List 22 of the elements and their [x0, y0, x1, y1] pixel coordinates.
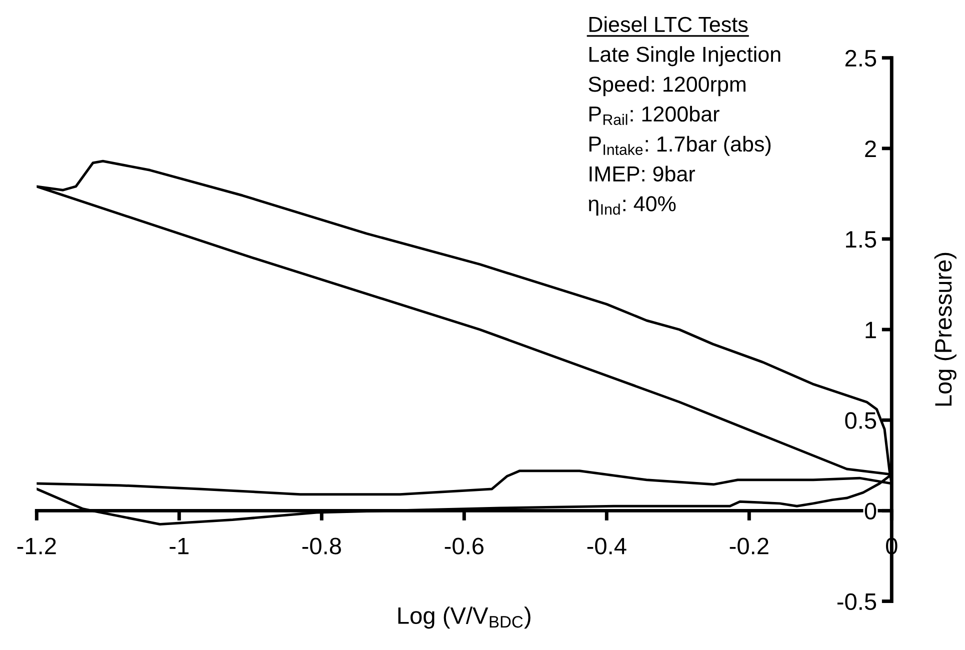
annotation: η$_{Ind}$: 40%: [588, 196, 676, 216]
y-tick-label: 0.5: [845, 412, 876, 429]
y-tick-label: 0: [864, 502, 876, 520]
y-tick-label: 2: [865, 140, 876, 157]
annotation: IMEP: 9bar: [590, 166, 696, 182]
annotation: P$_{Rail}$: 1200bar: [589, 106, 720, 125]
x-tick-label: -0.2: [730, 538, 768, 554]
x-tick-label: -1: [170, 538, 189, 554]
annotation: P$_{Intake}$: 1.7bar (abs): [589, 136, 771, 156]
annotation: Speed: 1200rpm: [588, 76, 746, 96]
y-tick-label: 2.5: [845, 50, 876, 67]
text: Diesel LTC Tests: [589, 16, 748, 32]
x-tick-label: -0.6: [444, 538, 484, 554]
y-tick-label: 1.5: [846, 231, 876, 248]
y-tick-label: -0.5: [837, 593, 876, 610]
x-tick-label: -0.4: [587, 538, 626, 554]
x-tick-label: -1.2: [17, 538, 56, 554]
y-tick-label: 1: [866, 322, 876, 338]
x-axis-title: Log (V/V$_{BDC}$): [398, 606, 530, 629]
annotation: Late Single Injection: [589, 46, 780, 66]
x-tick-label: -0.8: [302, 538, 341, 554]
y-axis-title: Log (Pressure): [934, 252, 956, 406]
